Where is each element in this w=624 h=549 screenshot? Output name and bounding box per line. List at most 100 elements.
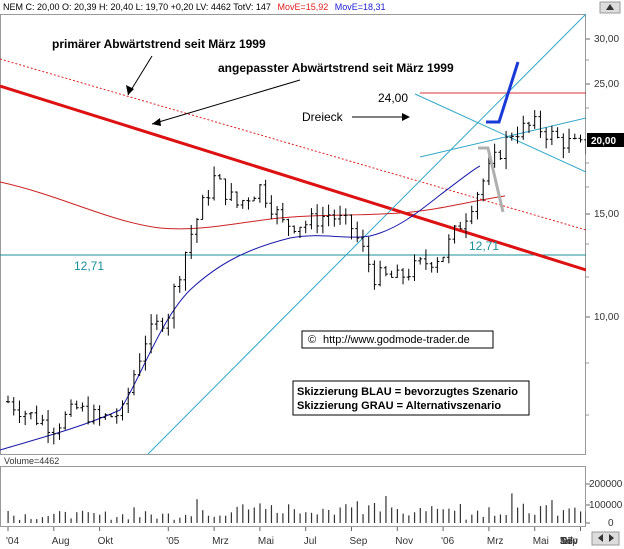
adjusted-trend-arrow xyxy=(151,79,301,125)
volume-bar xyxy=(167,513,169,523)
volume-bar xyxy=(431,506,433,523)
volume-bar xyxy=(391,507,393,523)
ohlc-bar xyxy=(297,226,302,239)
volume-bar xyxy=(13,515,15,523)
time-tick-label: '05 xyxy=(166,536,179,547)
volume-bar xyxy=(482,516,484,523)
ohlc-bar xyxy=(51,427,56,445)
scroll-up-icon[interactable] xyxy=(606,4,614,10)
ohlc-bar xyxy=(200,194,205,220)
ohlc-bar xyxy=(223,178,228,206)
volume-bar xyxy=(81,510,84,523)
ohlc-bar xyxy=(109,413,114,418)
time-tick-label: '06 xyxy=(441,536,454,547)
ohlc-bar xyxy=(183,251,188,291)
ohlc-bar xyxy=(458,221,463,230)
ohlc-bar xyxy=(481,178,486,202)
volume-bar xyxy=(36,519,38,523)
time-tick-label: Mrz xyxy=(212,536,229,547)
volume-bar xyxy=(30,519,32,523)
top-scroll-control[interactable] xyxy=(599,1,621,14)
volume-bar xyxy=(270,505,273,523)
ema-short-label: MovE=15,92 xyxy=(277,2,328,12)
ohlc-bar xyxy=(235,191,239,209)
volume-bar xyxy=(213,516,215,523)
scroll-left-icon[interactable] xyxy=(598,534,603,542)
ohlc-bar xyxy=(372,260,377,290)
volume-bar xyxy=(454,510,456,523)
ema-short-line xyxy=(0,165,481,451)
volume-bar xyxy=(202,510,204,523)
scenario-grey-label: Skizzierung GRAU = Alternativszenario xyxy=(297,400,501,412)
volume-bar xyxy=(476,510,479,523)
ohlc-bar xyxy=(355,221,360,243)
ema-long-line xyxy=(0,181,506,230)
quote-values: NEM C: 20,00 O: 20,39 H: 20,40 L: 19,70 … xyxy=(3,2,271,12)
ohlc-bar xyxy=(6,395,10,404)
volume-tick-label: 100000 xyxy=(589,500,623,511)
ohlc-bar xyxy=(446,234,451,264)
ohlc-bar xyxy=(383,265,388,277)
chart-scroll-control[interactable] xyxy=(591,531,620,546)
ohlc-bar xyxy=(412,254,417,281)
ohlc-bar xyxy=(526,121,531,134)
ohlc-bar xyxy=(275,206,280,225)
ohlc-bar xyxy=(584,139,586,155)
volume-bar xyxy=(528,513,530,523)
ohlc-bar xyxy=(103,413,108,420)
ohlc-bar xyxy=(166,313,171,336)
ohlc-bar xyxy=(246,197,251,210)
uptrend-channel-line xyxy=(147,14,586,454)
volume-bar xyxy=(436,508,439,523)
ohlc-bar xyxy=(126,387,131,414)
ohlc-bar xyxy=(97,405,102,426)
volume-bar xyxy=(505,515,507,523)
ohlc-bar xyxy=(57,423,62,440)
volume-bar xyxy=(448,508,450,523)
volume-bar xyxy=(76,512,78,523)
adjusted-downtrend-line xyxy=(0,84,586,272)
volume-bar xyxy=(408,515,410,523)
primary-downtrend-line xyxy=(0,58,586,231)
ohlc-bar xyxy=(469,205,474,225)
primary-trend-arrowhead xyxy=(126,85,134,95)
volume-bar xyxy=(24,514,26,523)
volume-bar xyxy=(225,515,227,523)
volume-bar xyxy=(568,508,570,523)
volume-bar xyxy=(534,514,536,523)
volume-bar xyxy=(150,514,152,523)
volume-bar xyxy=(368,505,370,523)
volume-bar xyxy=(591,520,592,523)
volume-bar xyxy=(494,515,496,523)
scroll-right-icon[interactable] xyxy=(609,534,614,542)
volume-bar xyxy=(127,519,129,523)
ohlc-bar xyxy=(544,127,549,149)
price-bars xyxy=(6,110,586,445)
time-tick-label: '04 xyxy=(6,536,19,547)
last-price-label: 20,00 xyxy=(591,136,616,147)
ohlc-bar xyxy=(240,199,245,209)
primary-trend-label: primärer Abwärtstrend seit März 1999 xyxy=(52,37,266,51)
volume-bar xyxy=(517,507,519,523)
triangle-label: Dreieck xyxy=(302,110,344,124)
volume-bar xyxy=(471,514,473,523)
ohlc-bar xyxy=(332,209,337,227)
volume-bar xyxy=(247,509,250,523)
volume-bar xyxy=(259,503,261,523)
volume-bar xyxy=(139,517,141,523)
volume-bar xyxy=(99,514,101,523)
volume-bar xyxy=(207,515,210,523)
volume-bar xyxy=(614,511,615,523)
volume-bar xyxy=(110,519,112,523)
time-tick-label: Mai xyxy=(533,536,549,547)
volume-bar xyxy=(299,513,301,523)
ohlc-bar xyxy=(172,283,177,329)
volume-panel xyxy=(0,466,586,527)
adjusted-trend-arrowhead xyxy=(152,118,161,126)
quote-header: NEM C: 20,00 O: 20,39 H: 20,40 L: 19,70 … xyxy=(3,2,386,12)
ohlc-bar xyxy=(389,270,394,278)
volume-bar xyxy=(184,514,187,523)
volume-bar xyxy=(499,514,502,523)
source-box xyxy=(301,330,494,349)
scenario-legend-box xyxy=(292,380,530,416)
